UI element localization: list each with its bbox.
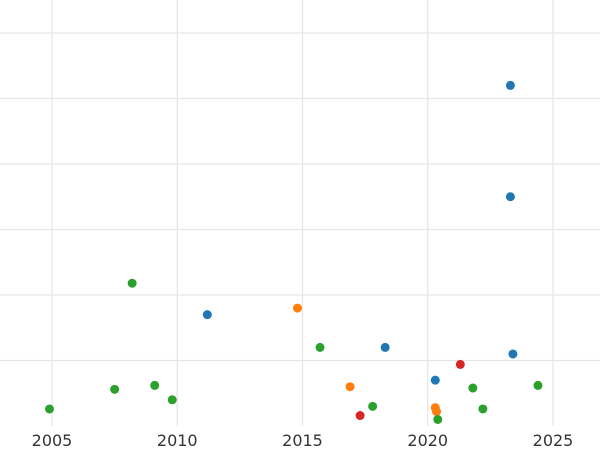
data-point bbox=[368, 401, 378, 411]
data-point bbox=[432, 407, 442, 417]
data-point bbox=[315, 342, 325, 352]
x-tick-label: 2025 bbox=[533, 431, 574, 450]
data-point bbox=[380, 342, 390, 352]
data-point bbox=[505, 80, 515, 90]
data-point bbox=[127, 278, 137, 288]
x-tick-label: 2010 bbox=[157, 431, 198, 450]
data-point bbox=[430, 375, 440, 385]
x-tick-label: 2005 bbox=[32, 431, 73, 450]
data-point bbox=[150, 380, 160, 390]
data-point bbox=[478, 404, 488, 414]
grid bbox=[0, 0, 600, 426]
data-point bbox=[345, 382, 355, 392]
data-point bbox=[468, 383, 478, 393]
data-point bbox=[455, 359, 465, 369]
x-tick-label: 2020 bbox=[407, 431, 448, 450]
data-point bbox=[292, 303, 302, 313]
data-points bbox=[44, 80, 543, 424]
data-point bbox=[533, 380, 543, 390]
x-tick-labels: 2005 2010 2015 2020 2025 bbox=[32, 431, 574, 450]
data-point bbox=[508, 349, 518, 359]
data-point bbox=[44, 404, 54, 414]
data-point bbox=[110, 384, 120, 394]
data-point bbox=[167, 395, 177, 405]
x-tick-label: 2015 bbox=[282, 431, 323, 450]
data-point bbox=[202, 310, 212, 320]
data-point bbox=[433, 414, 443, 424]
data-point bbox=[505, 192, 515, 202]
data-point bbox=[355, 411, 365, 421]
